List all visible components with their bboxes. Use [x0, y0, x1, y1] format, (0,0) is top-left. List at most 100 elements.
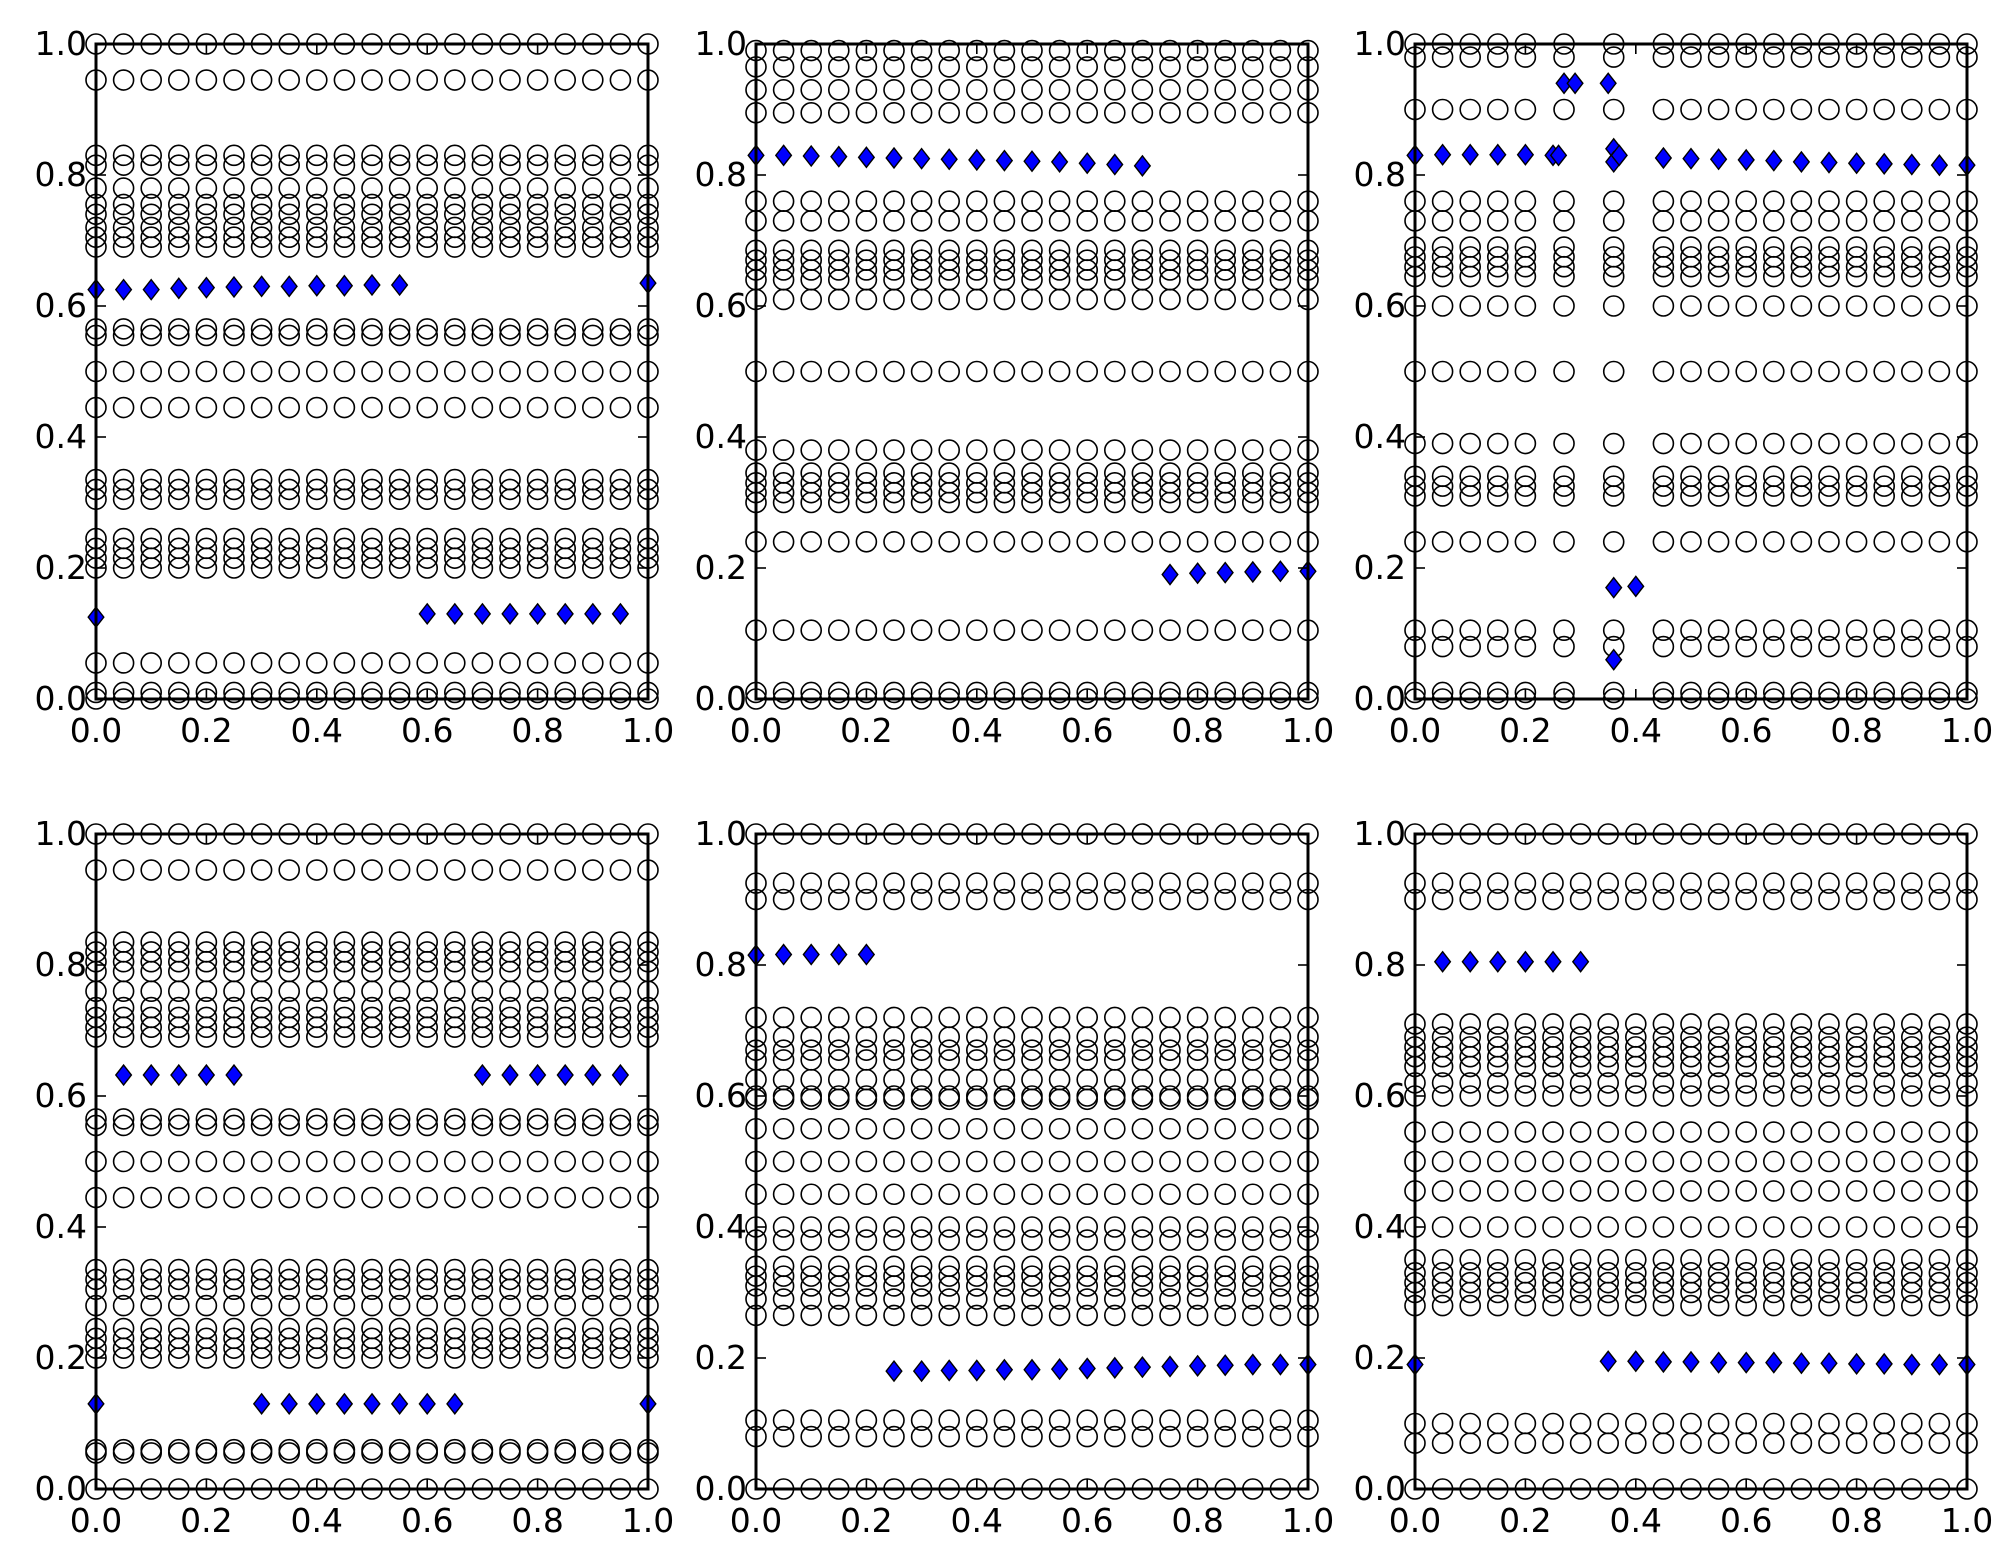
circle-marker: [1790, 681, 1813, 704]
circle-marker: [1735, 432, 1757, 455]
circle-marker: [609, 1268, 632, 1291]
x-tick-label: 1.0: [1282, 711, 1334, 750]
circle-marker: [1487, 1121, 1509, 1143]
circle-marker: [1048, 530, 1071, 553]
plot-frame: [1413, 832, 1969, 1491]
circle-marker: [609, 318, 632, 340]
circle-marker: [333, 652, 356, 674]
circle-marker: [1431, 1216, 1454, 1238]
circle-marker: [1242, 39, 1264, 62]
y-tick-label: 0.4: [1354, 417, 1406, 456]
circle-marker: [1901, 236, 1923, 258]
circle-marker: [1763, 1121, 1785, 1143]
circle-marker: [965, 239, 988, 262]
circle-marker: [855, 1255, 878, 1278]
circle-marker: [361, 177, 383, 199]
diamond-marker: [1106, 153, 1124, 176]
circle-marker: [1186, 1216, 1209, 1238]
circle-marker: [1131, 101, 1154, 124]
circle-marker: [388, 216, 411, 239]
circle-marker: [800, 1216, 823, 1238]
circle-marker: [993, 190, 1016, 212]
circle-marker: [855, 1409, 878, 1432]
circle-marker: [361, 1268, 383, 1291]
circle-marker: [1186, 439, 1209, 461]
y-tick-label: 1.0: [35, 814, 87, 853]
data-marks: [85, 823, 659, 1500]
circle-marker: [195, 1108, 218, 1130]
circle-marker: [168, 941, 190, 963]
circle-marker: [416, 360, 439, 383]
circle-marker: [1652, 1121, 1675, 1143]
circle-marker: [499, 203, 521, 226]
circle-marker: [499, 652, 521, 674]
circle-marker: [1214, 1085, 1236, 1107]
circle-marker: [140, 996, 162, 1019]
circle-marker: [855, 872, 878, 894]
circle-marker: [772, 1085, 795, 1107]
circle-marker: [1901, 1036, 1923, 1058]
circle-marker: [1242, 681, 1264, 704]
circle-marker: [526, 226, 549, 249]
chart-panel-top-center: 0.0 0.2 0.4 0.6 0.8 1.00.00.20.40.60.81.0: [695, 24, 1335, 750]
circle-marker: [471, 1258, 494, 1281]
circle-marker: [1901, 1013, 1923, 1035]
circle-marker: [1269, 681, 1292, 704]
circle-marker: [1873, 1150, 1895, 1173]
y-tick-label: 0.2: [35, 548, 87, 587]
circle-marker: [1431, 295, 1454, 317]
circle-marker: [140, 1438, 162, 1461]
circle-marker: [305, 177, 328, 199]
circle-marker: [1048, 1265, 1071, 1287]
plot-area: [1415, 44, 1967, 699]
circle-marker: [443, 396, 466, 419]
circle-marker: [1625, 1036, 1647, 1058]
circle-marker: [1735, 872, 1757, 894]
circle-marker: [1159, 681, 1181, 704]
circle-marker: [1901, 681, 1923, 704]
circle-marker: [1625, 1294, 1647, 1317]
circle-marker: [581, 1327, 604, 1350]
circle-marker: [1569, 1180, 1592, 1202]
circle-marker: [1186, 1006, 1209, 1029]
diamond-marker: [584, 1063, 602, 1087]
circle-marker: [416, 324, 439, 347]
circle-marker: [499, 1114, 521, 1137]
circle-marker: [1269, 439, 1292, 461]
circle-marker: [1542, 1216, 1564, 1238]
circle-marker: [140, 1150, 162, 1173]
circle-marker: [1707, 432, 1730, 455]
y-tick-label: 0.6: [695, 286, 747, 325]
circle-marker: [250, 1006, 273, 1029]
circle-marker: [278, 931, 301, 953]
circle-marker: [1242, 1183, 1264, 1206]
circle-marker: [112, 1150, 135, 1173]
x-tick-label: 0.6: [1720, 1501, 1772, 1540]
circle-marker: [1021, 681, 1043, 704]
circle-marker: [1214, 888, 1236, 911]
x-tick-label: 1.0: [622, 1501, 674, 1540]
circle-marker: [471, 216, 494, 239]
circle-marker: [554, 360, 577, 383]
circle-marker: [1818, 1248, 1840, 1271]
circle-marker: [1680, 530, 1702, 553]
circle-marker: [443, 226, 466, 249]
circle-marker: [416, 537, 439, 560]
circle-marker: [883, 872, 905, 894]
circle-marker: [305, 537, 328, 560]
plot-area: [756, 834, 1308, 1489]
circle-marker: [1597, 1013, 1619, 1035]
circle-marker: [250, 1114, 273, 1137]
circle-marker: [416, 177, 439, 199]
circle-marker: [526, 941, 549, 963]
circle-marker: [1652, 1271, 1675, 1294]
circle-marker: [333, 941, 356, 963]
diamond-marker: [142, 278, 160, 301]
circle-marker: [1873, 236, 1895, 258]
diamond-marker: [170, 277, 188, 300]
circle-marker: [1131, 530, 1154, 553]
circle-marker: [388, 324, 411, 347]
circle-marker: [1542, 1150, 1564, 1173]
circle-marker: [1514, 236, 1537, 258]
circle-marker: [526, 1114, 549, 1137]
